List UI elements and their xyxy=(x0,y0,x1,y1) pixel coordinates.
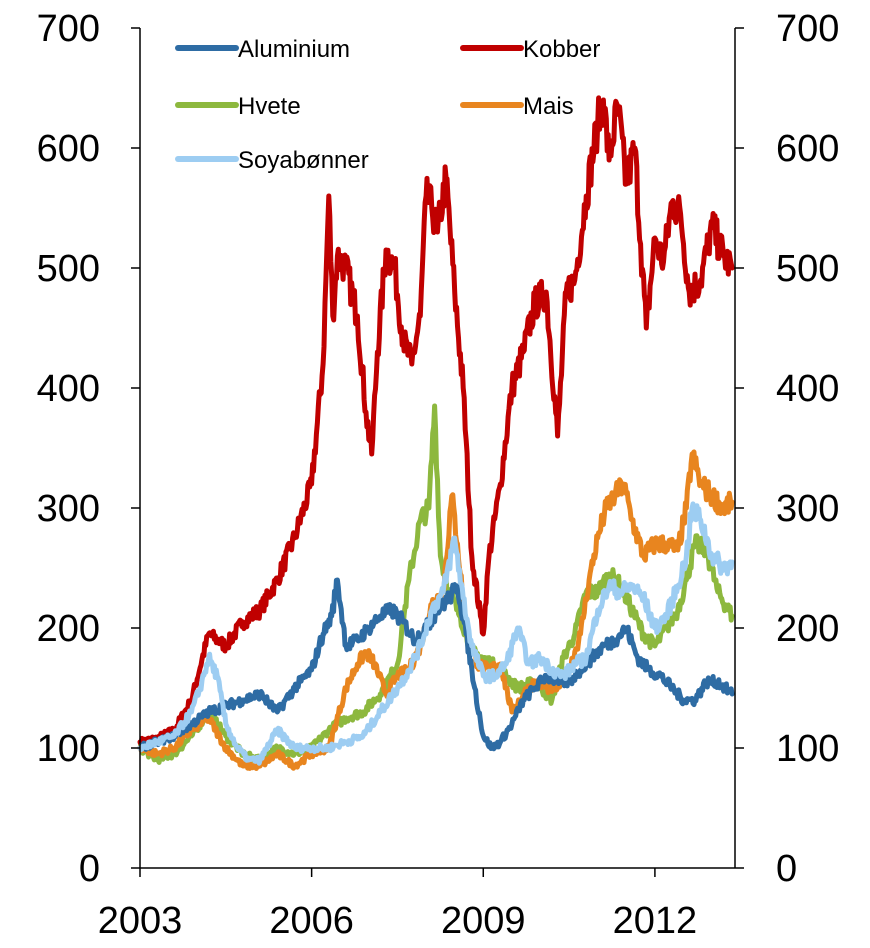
y-tick-label-right: 500 xyxy=(776,248,839,290)
y-tick-label-right: 100 xyxy=(776,728,839,770)
y-tick-label-right: 200 xyxy=(776,608,839,650)
y-tick-label-left: 300 xyxy=(37,488,100,530)
y-tick-label-right: 300 xyxy=(776,488,839,530)
y-tick-label-right: 600 xyxy=(776,128,839,170)
y-tick-label-left: 600 xyxy=(37,128,100,170)
y-tick-label-left: 700 xyxy=(37,8,100,50)
legend-label-aluminium: Aluminium xyxy=(238,36,350,63)
y-tick-label-left: 500 xyxy=(37,248,100,290)
y-tick-label-left: 400 xyxy=(37,368,100,410)
series-line-kobber xyxy=(137,95,735,749)
y-tick-label-left: 100 xyxy=(37,728,100,770)
legend-label-hvete: Hvete xyxy=(238,93,301,120)
y-tick-label-right: 400 xyxy=(776,368,839,410)
legend-label-soyabonner: Soyabønner xyxy=(238,147,369,174)
y-tick-label-right: 0 xyxy=(776,848,797,890)
series-layer xyxy=(137,95,735,771)
x-tick-label: 2009 xyxy=(441,900,526,942)
chart-legend: Aluminium Kobber Hvete Mais Soyabønner xyxy=(175,36,600,174)
y-tick-label-left: 0 xyxy=(79,848,100,890)
legend-label-mais: Mais xyxy=(523,93,574,120)
axis-layer: 0 100 200 300 400 500 600 700 0 100 200 300 400 500 60… xyxy=(37,8,840,942)
x-tick-label: 2012 xyxy=(613,900,698,942)
y-tick-label-left: 200 xyxy=(37,608,100,650)
series-line-soyabonner xyxy=(137,501,735,766)
y-tick-label-right: 700 xyxy=(776,8,839,50)
x-tick-label: 2006 xyxy=(269,900,354,942)
legend-label-kobber: Kobber xyxy=(523,36,600,63)
x-tick-label: 2003 xyxy=(98,900,183,942)
